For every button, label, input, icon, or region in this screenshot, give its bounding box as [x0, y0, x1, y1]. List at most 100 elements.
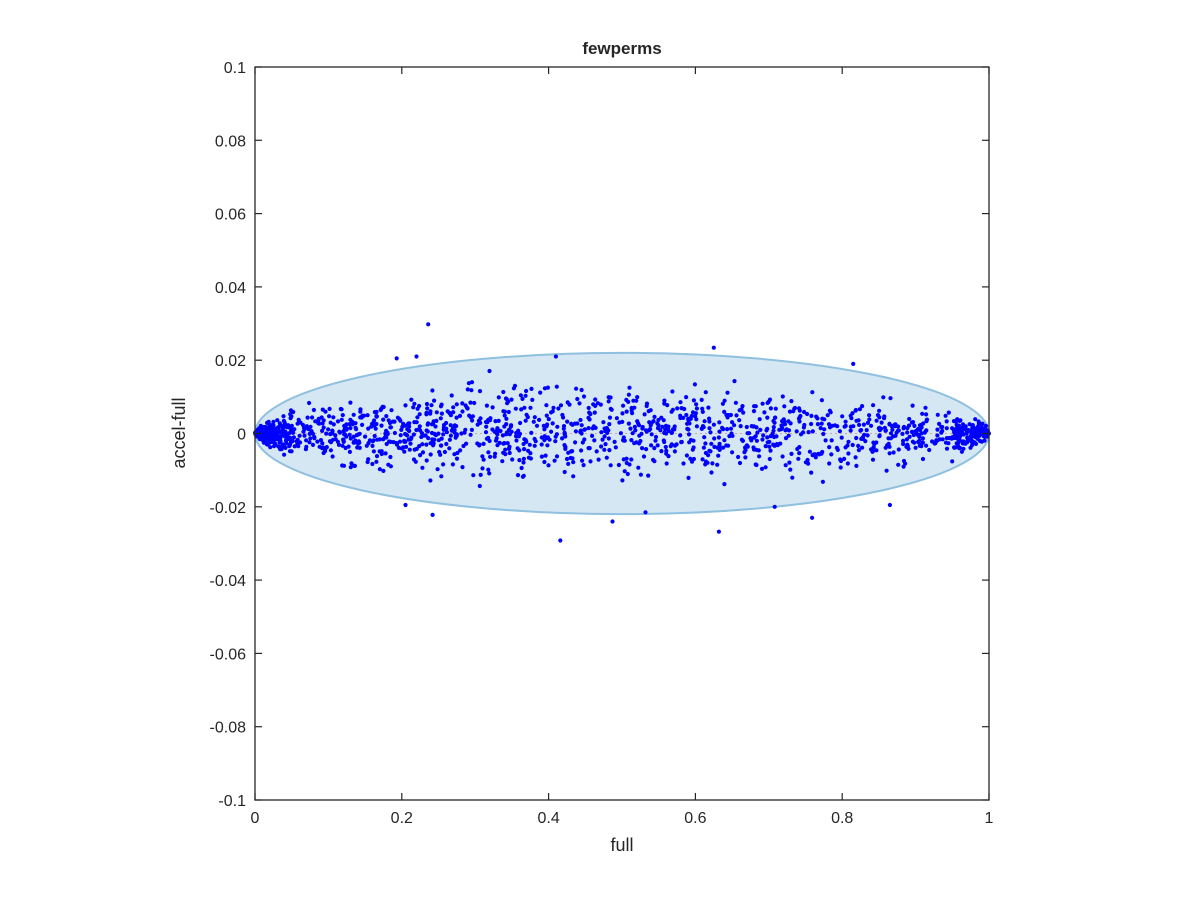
data-point — [679, 439, 684, 445]
data-point — [571, 460, 576, 465]
data-point — [273, 431, 278, 436]
data-point — [839, 435, 844, 440]
data-point — [757, 454, 762, 459]
data-point — [703, 441, 708, 446]
data-point — [725, 427, 730, 432]
data-point — [328, 448, 333, 453]
data-point — [384, 428, 389, 433]
data-point — [742, 450, 747, 455]
data-point — [507, 450, 512, 456]
data-point — [483, 419, 489, 425]
data-point — [436, 431, 441, 436]
data-point — [418, 428, 423, 433]
data-point — [643, 510, 648, 515]
data-point — [269, 434, 275, 439]
data-point — [786, 433, 791, 438]
data-point — [330, 454, 335, 459]
data-point — [943, 440, 949, 445]
data-point — [829, 438, 834, 443]
data-point — [566, 450, 571, 455]
data-point — [569, 421, 574, 426]
data-point — [484, 403, 489, 408]
data-point — [901, 424, 907, 430]
data-point — [519, 465, 524, 471]
data-point — [792, 406, 797, 411]
data-point — [973, 441, 979, 446]
data-point — [263, 437, 269, 442]
data-point — [431, 441, 436, 446]
data-point — [943, 413, 948, 418]
data-point — [503, 396, 509, 401]
data-point — [566, 461, 571, 466]
data-point — [472, 400, 477, 406]
data-point — [487, 368, 492, 374]
data-point — [553, 434, 558, 439]
data-point — [640, 446, 645, 451]
data-point — [755, 430, 760, 435]
data-point — [722, 398, 727, 403]
data-point — [454, 402, 459, 407]
data-point — [612, 439, 617, 444]
data-point — [417, 412, 422, 417]
data-point — [854, 435, 859, 441]
data-point — [522, 437, 527, 442]
data-point — [542, 427, 547, 432]
data-point — [613, 445, 618, 450]
data-point — [539, 442, 544, 447]
data-point — [490, 405, 495, 410]
data-point — [669, 409, 674, 414]
data-point — [546, 463, 551, 468]
data-point — [326, 427, 331, 432]
data-point — [797, 445, 802, 450]
data-point — [281, 414, 286, 419]
data-point — [441, 462, 446, 467]
data-point — [431, 419, 436, 424]
data-point — [896, 447, 901, 452]
data-point — [411, 405, 416, 410]
data-point — [871, 403, 876, 408]
data-point — [837, 429, 843, 434]
data-point — [663, 444, 668, 450]
data-point — [716, 435, 722, 440]
data-point — [917, 434, 922, 439]
data-point — [609, 407, 614, 412]
data-point — [402, 423, 408, 428]
data-point — [949, 436, 954, 441]
data-point — [276, 426, 281, 432]
data-point — [308, 436, 313, 441]
x-tick-label: 1 — [985, 810, 994, 827]
data-point — [699, 426, 704, 431]
data-point — [644, 403, 649, 409]
data-point — [539, 454, 545, 459]
data-point — [522, 405, 527, 410]
data-point — [610, 519, 615, 524]
data-point — [520, 474, 526, 479]
data-point — [592, 410, 597, 415]
data-point — [730, 420, 735, 425]
data-point — [488, 454, 493, 459]
data-point — [561, 424, 567, 429]
data-point — [710, 461, 715, 466]
data-point — [542, 459, 547, 465]
data-point — [743, 455, 748, 460]
data-point — [449, 393, 454, 398]
data-point — [672, 449, 678, 454]
data-point — [477, 443, 482, 448]
data-point — [763, 444, 768, 449]
data-point — [665, 403, 670, 408]
data-point — [722, 438, 727, 443]
data-point — [783, 428, 788, 433]
data-point — [562, 469, 567, 475]
data-point — [806, 461, 811, 466]
data-point — [579, 431, 584, 436]
y-tick-label: 0.02 — [215, 353, 246, 370]
x-axis-label: full — [610, 835, 633, 855]
data-point — [575, 421, 580, 426]
data-point — [577, 401, 582, 406]
data-point — [801, 430, 806, 435]
data-point — [751, 424, 756, 429]
data-point — [374, 414, 379, 419]
data-point — [679, 406, 684, 411]
data-point — [860, 445, 865, 450]
data-point — [700, 457, 705, 462]
